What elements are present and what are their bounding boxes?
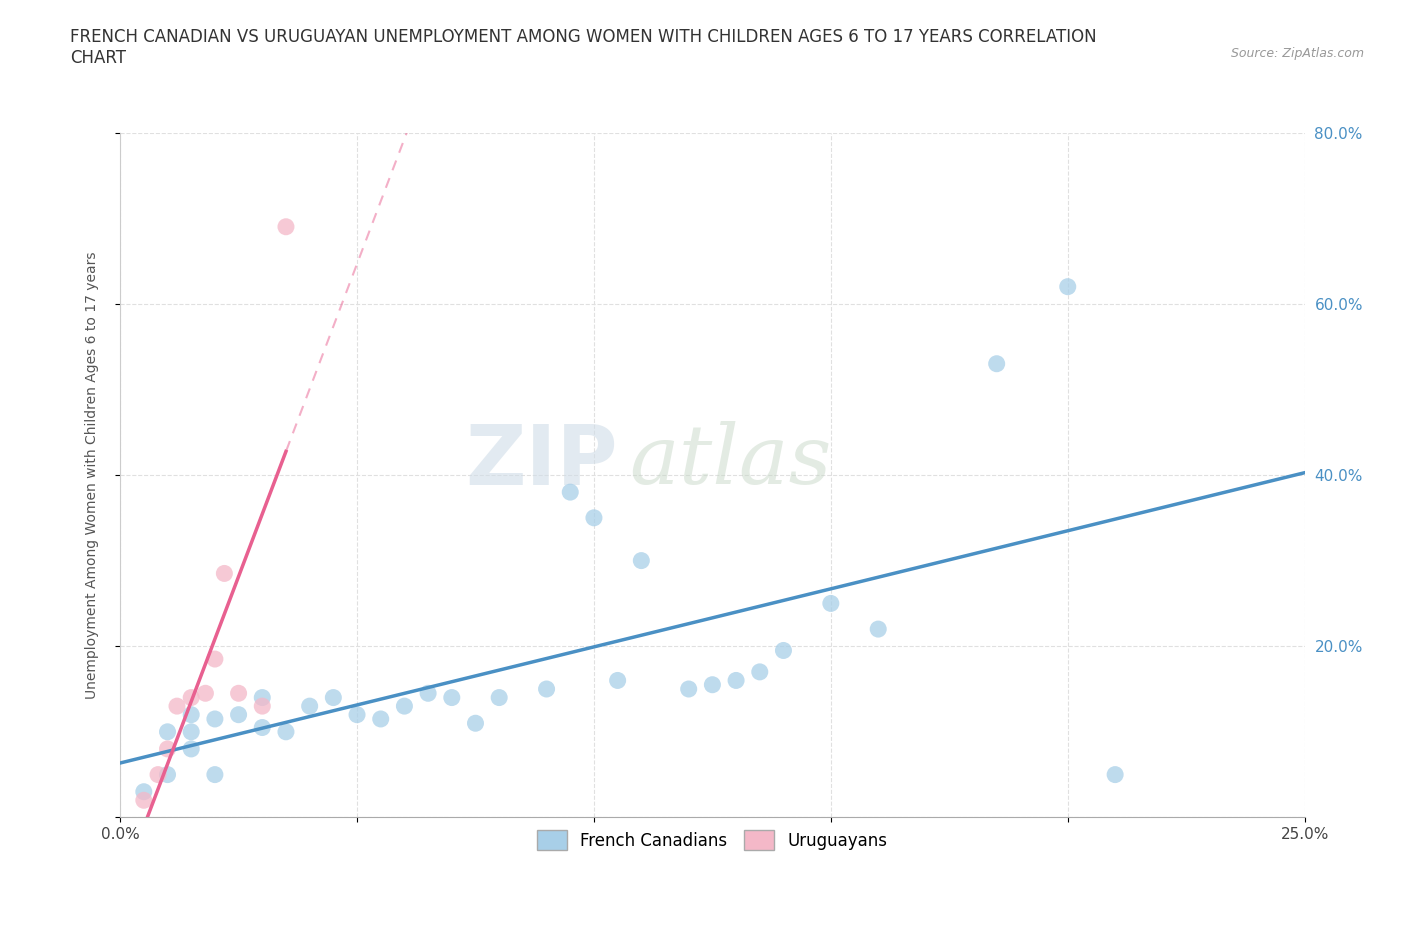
Point xyxy=(322,690,344,705)
Point xyxy=(166,698,188,713)
Point xyxy=(986,356,1008,371)
Point xyxy=(204,652,226,667)
Point xyxy=(1104,767,1126,782)
Point xyxy=(204,767,226,782)
Point xyxy=(274,219,297,234)
Legend: French Canadians, Uruguayans: French Canadians, Uruguayans xyxy=(530,823,894,857)
Point xyxy=(416,685,439,700)
Point xyxy=(606,673,628,688)
Point xyxy=(346,707,368,722)
Point xyxy=(180,707,202,722)
Text: Source: ZipAtlas.com: Source: ZipAtlas.com xyxy=(1230,46,1364,60)
Text: FRENCH CANADIAN VS URUGUAYAN UNEMPLOYMENT AMONG WOMEN WITH CHILDREN AGES 6 TO 17: FRENCH CANADIAN VS URUGUAYAN UNEMPLOYMEN… xyxy=(70,28,1097,67)
Point xyxy=(440,690,463,705)
Point xyxy=(228,685,250,700)
Text: ZIP: ZIP xyxy=(465,420,617,502)
Point xyxy=(1056,279,1078,294)
Point xyxy=(725,673,748,688)
Text: atlas: atlas xyxy=(630,421,832,501)
Point xyxy=(464,716,486,731)
Point xyxy=(156,767,179,782)
Point xyxy=(274,724,297,739)
Point xyxy=(146,767,169,782)
Point xyxy=(252,720,274,735)
Point xyxy=(748,664,770,679)
Point xyxy=(132,793,155,808)
Point xyxy=(772,643,794,658)
Point xyxy=(156,724,179,739)
Point xyxy=(820,596,842,611)
Point xyxy=(214,566,236,581)
Point xyxy=(252,698,274,713)
Point xyxy=(180,741,202,756)
Point xyxy=(156,741,179,756)
Point xyxy=(194,685,217,700)
Point xyxy=(228,707,250,722)
Point xyxy=(252,690,274,705)
Point xyxy=(868,621,890,636)
Point xyxy=(560,485,582,499)
Point xyxy=(370,711,392,726)
Point xyxy=(488,690,510,705)
Y-axis label: Unemployment Among Women with Children Ages 6 to 17 years: Unemployment Among Women with Children A… xyxy=(86,251,100,698)
Point xyxy=(536,682,558,697)
Point xyxy=(132,784,155,799)
Point xyxy=(582,511,605,525)
Point xyxy=(702,677,724,692)
Point xyxy=(630,553,652,568)
Point xyxy=(180,690,202,705)
Point xyxy=(298,698,321,713)
Point xyxy=(180,724,202,739)
Point xyxy=(394,698,416,713)
Point xyxy=(204,711,226,726)
Point xyxy=(678,682,700,697)
